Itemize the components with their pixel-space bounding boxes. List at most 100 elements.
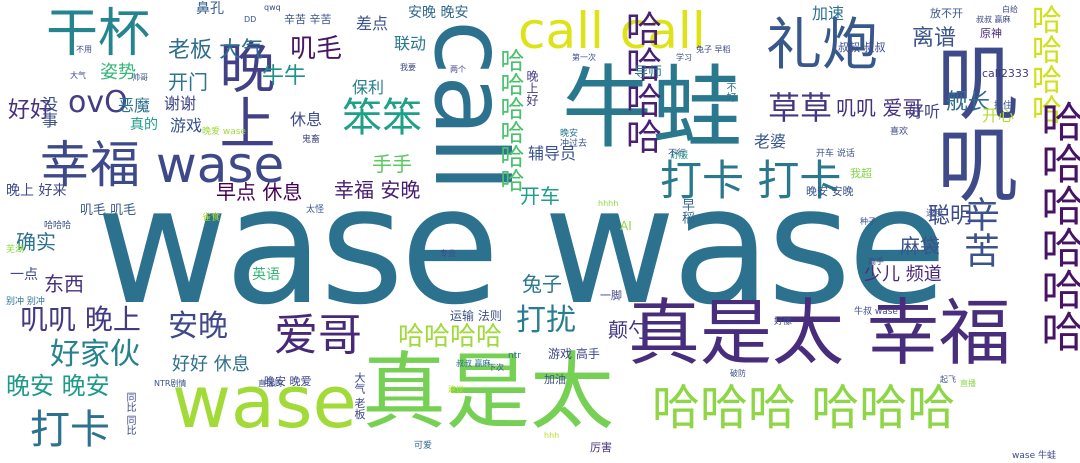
word: 叔叔 叔叔 (838, 41, 886, 54)
word: 原神 (980, 27, 1002, 40)
word: 加速 (812, 4, 845, 23)
word: 下次 (488, 363, 504, 372)
word: 草草 (768, 89, 833, 127)
word: 打卡 (30, 407, 110, 453)
word: ntr (508, 351, 521, 361)
word: 太怪 (306, 205, 325, 215)
word: 起飞 (940, 375, 956, 384)
word: 晚上好 (525, 70, 539, 106)
word: 叽毛 (290, 34, 343, 64)
word: 真是太 幸福 (628, 291, 1011, 375)
word: 颠勺 (608, 318, 648, 342)
word: 离谱 (912, 26, 957, 51)
word: 麻袋 (900, 234, 940, 258)
word: 辛苦 辛苦 (284, 13, 332, 26)
word: 种子 (860, 217, 876, 226)
word: 晚上 (210, 38, 275, 150)
word: 可爱 (414, 441, 433, 451)
word: 姿势 (100, 62, 136, 83)
word: 兔子 早稻 (696, 45, 731, 54)
word: 休息 (290, 110, 323, 129)
word: 安晚 晚安 (408, 5, 469, 21)
word: 晚爱 wase (202, 127, 246, 137)
word: NTR剧情 (154, 379, 187, 388)
word: wase wase (96, 153, 947, 341)
word: 爱哥 (274, 310, 362, 361)
word: 手手 (372, 152, 412, 176)
word: 同比 同比 (124, 392, 135, 436)
word: 专业 (440, 249, 456, 258)
word: 叽毛 叽毛 (80, 203, 137, 218)
word: 我超 (850, 167, 872, 180)
word: 好家伙 (50, 337, 140, 372)
word: 幸福 安晚 (334, 178, 421, 202)
word: hhhh (598, 199, 619, 208)
word: 鬼畜 (302, 135, 321, 145)
word: 幸福 wase (40, 136, 285, 194)
word: 打卡 打卡 (660, 156, 842, 205)
word: 叔叔 赢麻 (976, 15, 1011, 24)
word: 差点 (356, 14, 389, 33)
word: 两个 (450, 65, 466, 74)
word: 直播 (960, 379, 976, 388)
word: 不行 (668, 149, 687, 159)
word: DD (244, 15, 257, 24)
word: 第一次 (572, 53, 596, 62)
word: 辛苦 (958, 196, 999, 268)
word: 少儿 频道 (864, 264, 942, 285)
word: 晚安 (560, 129, 579, 139)
word: 老婆 (754, 132, 787, 151)
word: wase 牛蛙 (1012, 451, 1056, 461)
word: 开车 说话 (816, 149, 855, 159)
word: 喜欢 (890, 127, 909, 137)
word: 确实 (16, 230, 56, 254)
word: 聪明 (928, 204, 973, 229)
word: AI (620, 219, 632, 233)
word: 开心 (982, 106, 1015, 125)
word: 晚安 安晚 (806, 185, 854, 198)
word: call call (518, 2, 706, 60)
word: 哈哈哈哈哈哈 (496, 48, 524, 192)
word: 晚上 好来 (6, 183, 67, 199)
word: 礼炮 (766, 13, 878, 78)
word: 建议 (448, 385, 464, 394)
word: 不好 (724, 82, 735, 102)
word: 我要 (400, 63, 416, 72)
word: 哈哈哈 哈哈哈 (652, 380, 956, 436)
word: 东西 (44, 272, 84, 296)
word: 白给 (1002, 5, 1018, 14)
word: 英语 (252, 267, 280, 283)
word: 晚安 晚安 (6, 372, 110, 400)
word: 鼻孔 (196, 1, 224, 17)
word: 晚安 晚爱 (264, 375, 312, 388)
word: 早点 休息 (216, 180, 303, 204)
word: 别冲 别冲 (6, 297, 45, 307)
word: 辅导员 (528, 144, 577, 163)
word: 抓住 (994, 101, 1013, 111)
word: 一脚 (600, 289, 622, 302)
word: 厉害 (590, 441, 612, 454)
word: 保利 (352, 78, 385, 97)
word: 牛蛙 (562, 56, 742, 161)
word: 好像 (774, 317, 793, 327)
word: 一点 (10, 267, 38, 283)
word: 芜湖 (6, 245, 25, 255)
word: 干杯 (46, 4, 151, 64)
word: 叔叔 赢麻 (456, 359, 491, 368)
word: 学习 (676, 53, 692, 62)
word: 游戏 (170, 116, 203, 135)
word: 好好 (8, 98, 53, 123)
word: 冲过去 (560, 139, 588, 149)
word: 兔子 (522, 272, 562, 296)
word: 安晚 (168, 309, 228, 344)
word: 牛叔 wase (854, 307, 898, 317)
word: 没事 (39, 96, 58, 128)
word: 舰长 (946, 90, 991, 115)
word: 笨笨 (342, 95, 422, 141)
word: 好好 休息 (172, 354, 250, 375)
word: 大气 老板 (353, 372, 366, 420)
word: 哈哈哈 (44, 221, 72, 231)
word: 哈哈哈哈 (398, 322, 503, 352)
word: 高手 (868, 257, 884, 266)
